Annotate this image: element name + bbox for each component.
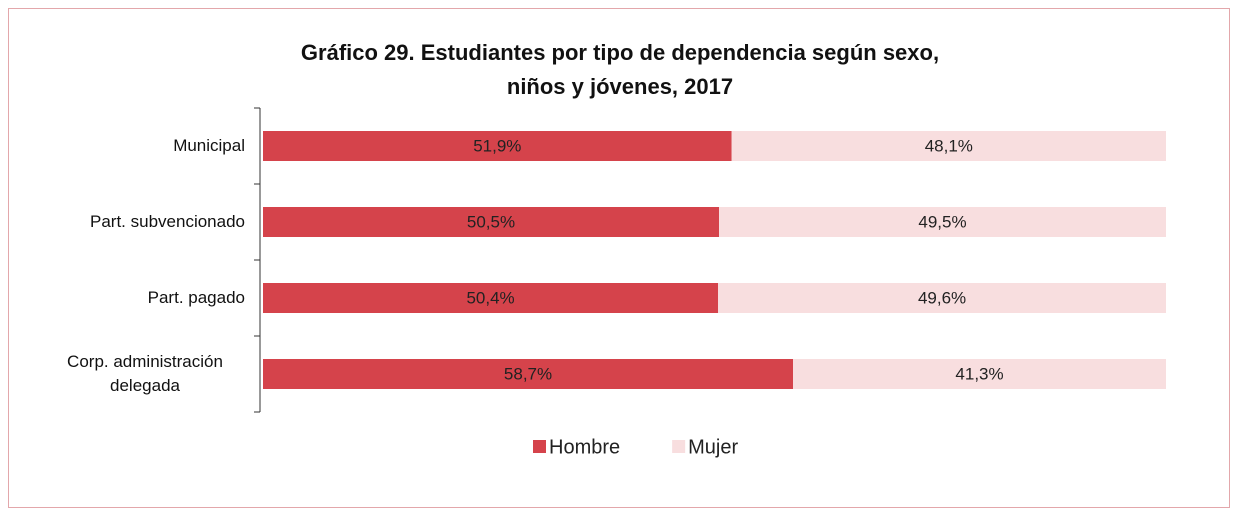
category-label-text: Part. subvencionado — [90, 212, 245, 231]
chart-title: Gráfico 29. Estudiantes por tipo de depe… — [300, 40, 940, 99]
bar-segment — [263, 207, 720, 237]
category-label: Part. pagado — [148, 286, 245, 310]
value-label: 51,9% — [473, 136, 521, 155]
chart: 51,9% 48,1% 50,5% 49,5% 50,4% 49,6% 58,7% 41,3%… — [254, 107, 1166, 458]
value-label: 50,4% — [466, 288, 514, 307]
value-label: 58,7% — [504, 364, 552, 383]
bar-segment — [719, 207, 1166, 237]
bar-segment — [263, 283, 719, 313]
bar-segment — [718, 283, 1166, 313]
value-label: 48,1% — [925, 136, 973, 155]
bar-segment — [793, 359, 1166, 389]
category-label-text: Municipal — [173, 136, 245, 155]
page: Gráfico 29. Estudiantes por tipo de depe… — [8, 8, 1230, 508]
legend-label: Hombre — [549, 436, 620, 458]
legend-swatch — [672, 440, 686, 453]
value-label: 49,5% — [918, 212, 966, 231]
value-label: 41,3% — [955, 364, 1003, 383]
bar-segment — [263, 131, 732, 161]
category-label: Part. subvencionado — [90, 210, 245, 234]
value-label: 50,5% — [467, 212, 515, 231]
category-label: Corp. administración delegada — [45, 350, 245, 398]
category-label-text: Part. pagado — [147, 288, 245, 307]
legend-swatch — [533, 440, 546, 453]
value-label: 49,6% — [918, 288, 966, 307]
category-label: Municipal — [173, 134, 245, 158]
bar-segment — [263, 359, 794, 389]
legend-label: Mujer — [688, 436, 738, 458]
bar-segment — [731, 131, 1166, 161]
category-label-text: Corp. administración delegada — [67, 352, 223, 395]
